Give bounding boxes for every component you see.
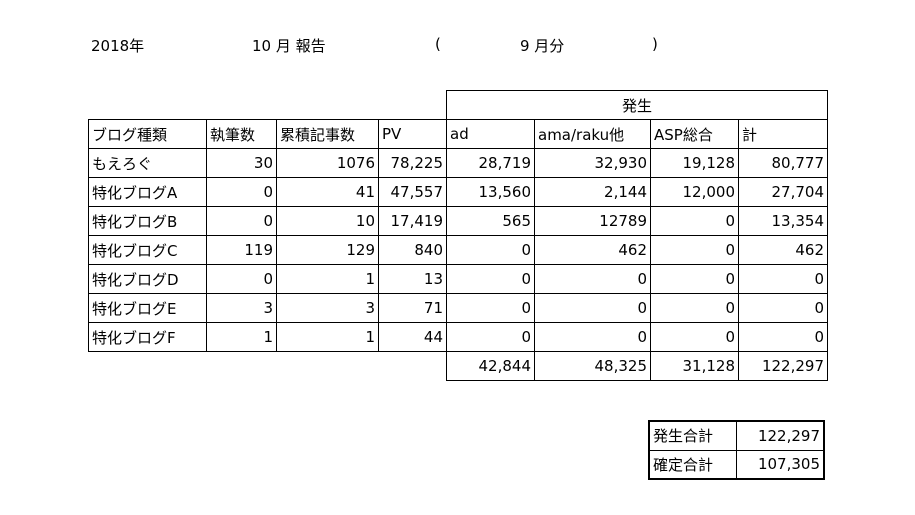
cell: 0 <box>446 235 535 265</box>
cell: 0 <box>650 322 739 352</box>
cell: 1 <box>206 322 277 352</box>
total-ad: 42,844 <box>446 351 535 381</box>
column-header: 計 <box>738 119 828 149</box>
target-month-label: 9 月分 <box>520 37 565 55</box>
cell: 0 <box>650 206 739 236</box>
cell: 1076 <box>276 148 379 178</box>
cell: 28,719 <box>446 148 535 178</box>
cell: 1 <box>276 322 379 352</box>
cell: 0 <box>738 293 828 323</box>
paren-open: ( <box>435 35 441 53</box>
totals-row: 42,844 48,325 31,128 122,297 <box>89 351 828 381</box>
cell: 0 <box>206 264 277 294</box>
cell: 0 <box>650 264 739 294</box>
summary-label: 発生合計 <box>648 420 737 451</box>
cell: 0 <box>446 322 535 352</box>
cell: 13,560 <box>446 177 535 207</box>
cell: 44 <box>378 322 447 352</box>
total-ama-raku: 48,325 <box>534 351 651 381</box>
cell: 10 <box>276 206 379 236</box>
blog-name-cell: 特化ブログC <box>88 235 207 265</box>
summary-value: 122,297 <box>735 420 825 451</box>
cell: 3 <box>206 293 277 323</box>
summary-row: 発生合計 122,297 <box>648 420 825 451</box>
cell: 12789 <box>534 206 651 236</box>
cell: 462 <box>738 235 828 265</box>
summary-row: 確定合計 107,305 <box>648 449 825 480</box>
cell: 129 <box>276 235 379 265</box>
summary-value: 107,305 <box>735 449 825 480</box>
cell: 0 <box>534 264 651 294</box>
group-header-hassei: 発生 <box>446 90 828 120</box>
cell: 0 <box>534 322 651 352</box>
total-asp: 31,128 <box>650 351 739 381</box>
column-header: ama/raku他 <box>534 119 651 149</box>
cell: 1 <box>276 264 379 294</box>
table-row: 特化ブログB 0 10 17,419 565 12789 0 13,354 <box>88 206 828 236</box>
cell: 0 <box>738 322 828 352</box>
report-month-label: 10 月 報告 <box>252 37 326 55</box>
cell: 0 <box>446 264 535 294</box>
paren-close: ) <box>652 35 658 53</box>
blog-name-cell: 特化ブログE <box>88 293 207 323</box>
cell: 80,777 <box>738 148 828 178</box>
total-sum: 122,297 <box>738 351 828 381</box>
blog-name-cell: 特化ブログD <box>88 264 207 294</box>
column-header: PV <box>378 119 447 149</box>
blog-name-cell: 特化ブログA <box>88 177 207 207</box>
summary-label: 確定合計 <box>648 449 737 480</box>
table-row: 特化ブログC 119 129 840 0 462 0 462 <box>88 235 828 265</box>
summary-table: 発生合計 122,297 確定合計 107,305 <box>648 420 825 480</box>
cell: 71 <box>378 293 447 323</box>
cell: 462 <box>534 235 651 265</box>
report-table: 発生 ブログ種類 執筆数 累積記事数 PV ad ama/raku他 ASP総合… <box>88 90 828 381</box>
cell: 840 <box>378 235 447 265</box>
cell: 565 <box>446 206 535 236</box>
cell: 30 <box>206 148 277 178</box>
table-row: もえろぐ 30 1076 78,225 28,719 32,930 19,128… <box>88 148 828 178</box>
cell: 3 <box>276 293 379 323</box>
cell: 32,930 <box>534 148 651 178</box>
cell: 0 <box>206 177 277 207</box>
column-header: 執筆数 <box>206 119 277 149</box>
cell: 0 <box>738 264 828 294</box>
blog-name-cell: もえろぐ <box>88 148 207 178</box>
cell: 119 <box>206 235 277 265</box>
year-label: 2018年 <box>91 37 145 55</box>
cell: 13 <box>378 264 447 294</box>
table-row: 特化ブログD 0 1 13 0 0 0 0 <box>88 264 828 294</box>
cell: 41 <box>276 177 379 207</box>
cell: 2,144 <box>534 177 651 207</box>
cell: 0 <box>534 293 651 323</box>
table-row: 特化ブログA 0 41 47,557 13,560 2,144 12,000 2… <box>88 177 828 207</box>
cell: 19,128 <box>650 148 739 178</box>
cell: 27,704 <box>738 177 828 207</box>
column-header: ASP総合 <box>650 119 739 149</box>
cell: 0 <box>446 293 535 323</box>
cell: 78,225 <box>378 148 447 178</box>
cell: 13,354 <box>738 206 828 236</box>
cell: 17,419 <box>378 206 447 236</box>
column-header: 累積記事数 <box>276 119 379 149</box>
column-header-row: ブログ種類 執筆数 累積記事数 PV ad ama/raku他 ASP総合 計 <box>88 119 828 149</box>
column-header: ブログ種類 <box>88 119 207 149</box>
table-row: 特化ブログE 3 3 71 0 0 0 0 <box>88 293 828 323</box>
cell: 0 <box>650 293 739 323</box>
group-header-row: 発生 <box>89 90 828 120</box>
column-header: ad <box>446 119 535 149</box>
cell: 0 <box>206 206 277 236</box>
cell: 12,000 <box>650 177 739 207</box>
blog-name-cell: 特化ブログF <box>88 322 207 352</box>
cell: 0 <box>650 235 739 265</box>
blog-name-cell: 特化ブログB <box>88 206 207 236</box>
table-row: 特化ブログF 1 1 44 0 0 0 0 <box>88 322 828 352</box>
cell: 47,557 <box>378 177 447 207</box>
